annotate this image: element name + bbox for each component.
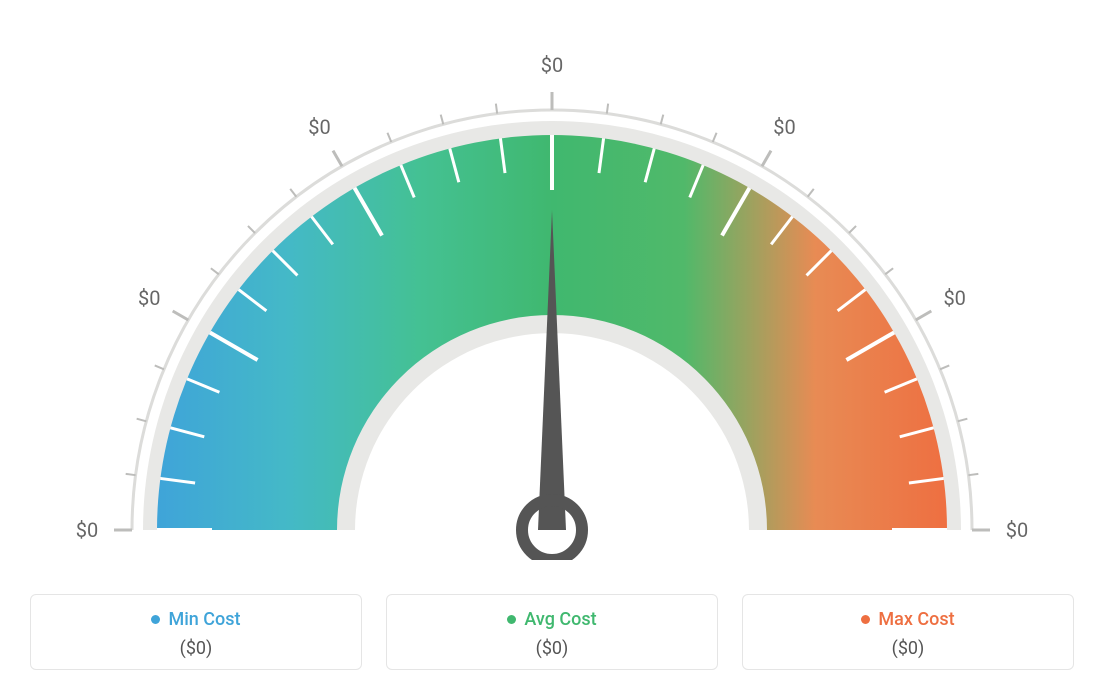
legend-value-min: ($0) (41, 638, 351, 659)
gauge-tick-label: $0 (773, 115, 795, 139)
legend-card-min: Min Cost ($0) (30, 594, 362, 670)
legend-card-avg: Avg Cost ($0) (386, 594, 718, 670)
legend-title-min: Min Cost (151, 609, 240, 630)
cost-gauge-widget: $0 $0 $0 $0 $0 $0 $0 Min Cost ($0) Avg Cost ($… (0, 0, 1104, 690)
legend-value-avg: ($0) (397, 638, 707, 659)
gauge-tick-label: $0 (76, 518, 98, 542)
legend-row: Min Cost ($0) Avg Cost ($0) Max Cost ($0… (30, 594, 1074, 670)
legend-card-max: Max Cost ($0) (742, 594, 1074, 670)
legend-value-max: ($0) (753, 638, 1063, 659)
legend-title-max: Max Cost (861, 609, 954, 630)
legend-title-avg: Avg Cost (507, 609, 596, 630)
gauge-tick-label: $0 (541, 53, 563, 77)
gauge-chart: $0 $0 $0 $0 $0 $0 $0 (0, 0, 1104, 560)
gauge-tick-label: $0 (308, 115, 330, 139)
gauge-tick-label: $0 (1006, 518, 1028, 542)
gauge-tick-label: $0 (943, 286, 965, 310)
gauge-tick-label: $0 (138, 286, 160, 310)
